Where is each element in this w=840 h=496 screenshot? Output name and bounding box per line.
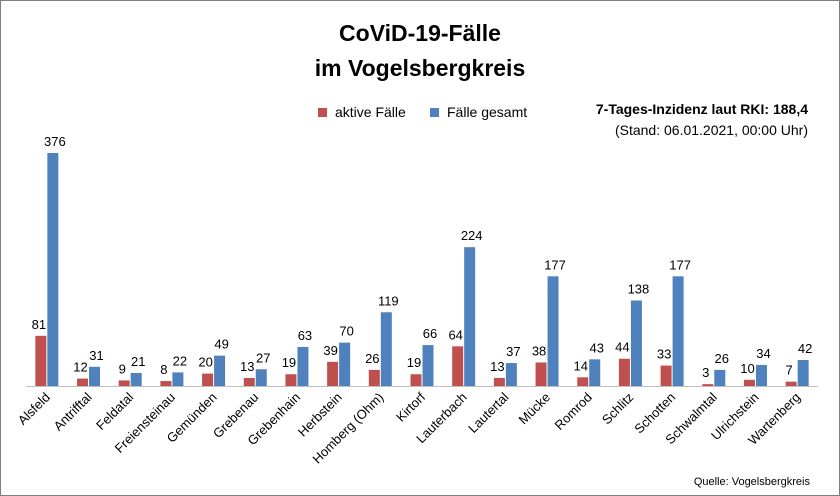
data-label-active: 8 — [160, 362, 167, 377]
data-label-active: 12 — [73, 360, 87, 375]
data-label-active: 9 — [119, 361, 126, 376]
data-label-active: 81 — [32, 317, 46, 332]
data-label-total: 70 — [339, 324, 353, 339]
data-label-total: 119 — [378, 293, 399, 308]
bar-total — [422, 345, 434, 386]
data-label-total: 376 — [44, 134, 66, 149]
bar-active — [535, 362, 547, 386]
bar-active — [493, 377, 505, 386]
x-tick-label: Romrod — [552, 390, 595, 433]
x-tick-label: Kirtorf — [393, 389, 428, 424]
bar-total — [297, 346, 309, 386]
bar-active — [785, 381, 797, 386]
data-label-total: 138 — [628, 281, 650, 296]
bar-total — [214, 355, 226, 386]
x-tick-label: Mücke — [515, 390, 553, 428]
bar-active — [410, 374, 422, 386]
data-label-total: 66 — [423, 326, 437, 341]
bar-active — [285, 374, 297, 386]
bar-total — [130, 372, 142, 386]
legend-item-active: aktive Fälle — [318, 103, 406, 121]
bar-total — [172, 372, 184, 386]
x-tick-label: Lautertal — [465, 389, 511, 435]
x-tick-label: Alsfeld — [15, 390, 53, 428]
x-tick-label: Antrifftal — [50, 389, 94, 433]
data-label-active: 7 — [786, 363, 793, 378]
bar-total — [755, 364, 767, 386]
data-label-active: 38 — [532, 343, 546, 358]
bar-total — [339, 342, 351, 386]
data-label-active: 39 — [323, 343, 337, 358]
data-label-active: 20 — [198, 355, 212, 370]
data-label-total: 34 — [756, 346, 770, 361]
data-label-total: 43 — [590, 340, 604, 355]
bar-total — [797, 359, 809, 386]
source-text: Quelle: Vogelsbergkreis — [693, 476, 810, 488]
data-label-active: 19 — [407, 355, 421, 370]
stand-text: (Stand: 06.01.2021, 00:00 Uhr) — [614, 122, 808, 138]
x-tick-label: Schlitz — [599, 390, 637, 428]
data-label-active: 14 — [574, 358, 588, 373]
data-label-total: 27 — [256, 350, 270, 365]
incidence-text: 7-Tages-Inzidenz laut RKI: 188,4 — [595, 101, 808, 117]
bar-active — [452, 346, 464, 386]
bar-active — [243, 377, 255, 386]
legend-label-active: aktive Fälle — [335, 104, 406, 120]
data-label-total: 177 — [669, 257, 691, 272]
bar-total — [547, 276, 559, 386]
data-label-active: 44 — [615, 340, 629, 355]
data-label-total: 42 — [798, 341, 812, 356]
bar-total — [589, 359, 601, 386]
bar-active — [660, 365, 672, 386]
bar-total — [380, 312, 392, 386]
bar-total — [464, 247, 476, 386]
legend-swatch-active — [318, 107, 327, 117]
bar-active — [743, 379, 755, 386]
data-label-active: 10 — [740, 361, 754, 376]
data-label-total: 26 — [715, 351, 729, 366]
bar-total — [505, 363, 517, 386]
bar-total — [630, 300, 642, 386]
chart-subtitle: im Vogelsbergkreis — [314, 55, 526, 81]
legend-label-total: Fälle gesamt — [447, 104, 528, 120]
data-label-active: 19 — [282, 355, 296, 370]
data-label-active: 13 — [240, 359, 254, 374]
bar-active — [618, 358, 630, 386]
legend-swatch-total — [430, 107, 439, 117]
bar-total — [255, 369, 267, 386]
bar-total — [714, 369, 726, 386]
bar-total — [89, 366, 101, 386]
bar-active — [77, 378, 89, 386]
bar-active — [368, 369, 380, 386]
bar-active — [202, 373, 214, 386]
bar-active — [35, 335, 47, 386]
bar-total — [672, 276, 684, 386]
data-label-active: 64 — [448, 327, 462, 342]
data-label-total: 22 — [173, 353, 187, 368]
bar-total — [47, 153, 59, 386]
bar-active — [327, 361, 339, 386]
data-label-active: 33 — [657, 347, 671, 362]
bar-active — [160, 381, 172, 386]
data-label-total: 63 — [298, 328, 312, 343]
data-label-active: 13 — [490, 359, 504, 374]
data-label-active: 3 — [702, 365, 709, 380]
bar-active — [702, 384, 714, 386]
x-tick-label: Homberg (Ohm) — [309, 390, 386, 467]
bar-active — [118, 380, 130, 386]
data-label-total: 21 — [131, 354, 145, 369]
data-label-total: 224 — [461, 228, 483, 243]
data-label-total: 177 — [544, 257, 566, 272]
legend-item-total: Fälle gesamt — [430, 103, 527, 121]
data-label-total: 37 — [506, 344, 520, 359]
data-label-total: 49 — [214, 337, 228, 352]
bar-active — [577, 377, 589, 386]
chart-title: CoViD-19-Fälle — [339, 20, 501, 46]
data-label-active: 26 — [365, 351, 379, 366]
data-label-total: 31 — [89, 348, 103, 363]
